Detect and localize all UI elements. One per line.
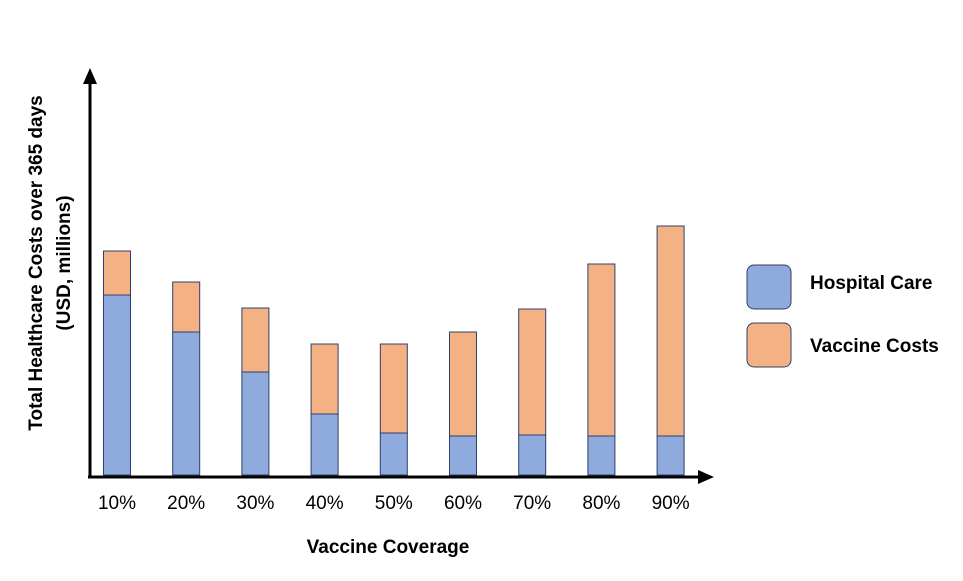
bar-vaccine-costs-90pct [656,225,685,437]
bar-hospital-care-70pct [518,434,547,476]
x-tick-labels: 10% 20% 30% 40% 50% 60% 70% 80% 90% [98,493,690,514]
bar-hospital-care-80pct [587,435,616,476]
bar-hospital-care-30pct [241,371,270,476]
legend-swatch-hospital-care [746,264,792,310]
x-axis-arrow [698,470,714,484]
x-tick-label: 20% [167,493,205,514]
x-tick-label: 60% [444,493,482,514]
legend-label-vaccine-costs: Vaccine Costs [810,336,939,357]
x-tick-label: 30% [236,493,274,514]
bar-hospital-care-10pct [103,294,131,476]
x-tick-label: 90% [652,493,690,514]
bar-vaccine-costs-30pct [241,307,270,373]
x-axis-title: Vaccine Coverage [307,537,470,558]
x-tick-label: 10% [98,493,136,514]
bar-vaccine-costs-40pct [310,343,339,415]
bar-vaccine-costs-80pct [587,263,616,437]
x-tick-label: 70% [513,493,551,514]
y-axis-title: Total Healthcare Costs over 365 days (US… [26,95,75,430]
bar-vaccine-costs-60pct [449,331,477,437]
y-axis-arrow [83,68,97,84]
bars-layer [103,225,685,476]
legend-label-hospital-care: Hospital Care [810,273,932,294]
y-axis-title-line1: Total Healthcare Costs over 365 days [26,95,47,430]
bar-hospital-care-50pct [379,432,408,476]
y-axis-title-line2: (USD, millions) [54,195,75,330]
legend: Hospital Care Vaccine Costs [746,264,939,368]
bar-hospital-care-40pct [310,413,339,476]
bar-hospital-care-20pct [172,331,201,476]
x-tick-label: 80% [582,493,620,514]
legend-swatch-vaccine-costs [746,322,792,368]
x-tick-label: 40% [306,493,344,514]
bar-vaccine-costs-20pct [172,281,201,333]
bar-hospital-care-90pct [656,435,685,476]
bar-vaccine-costs-70pct [518,308,547,436]
bar-hospital-care-60pct [449,435,477,476]
bar-vaccine-costs-10pct [103,250,131,296]
x-tick-label: 50% [375,493,413,514]
bar-vaccine-costs-50pct [379,343,408,434]
